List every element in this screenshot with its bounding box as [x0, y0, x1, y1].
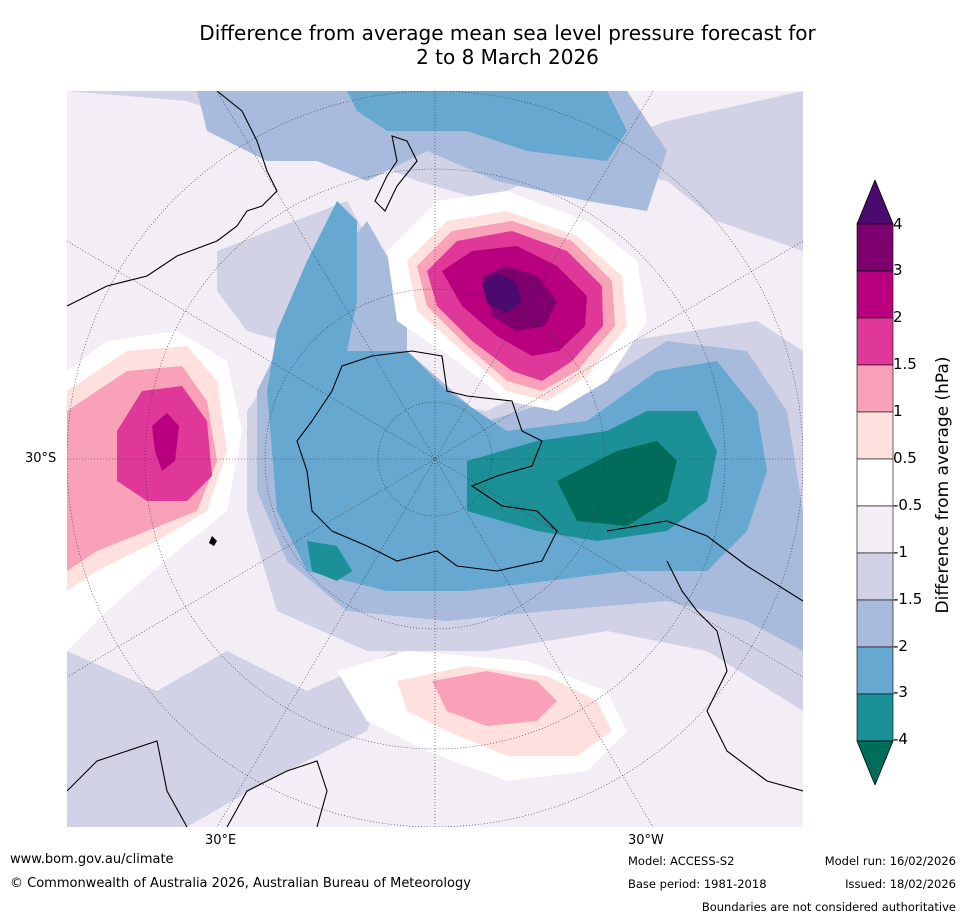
- colorbar-tick: 1.5: [893, 355, 917, 373]
- anomaly-map: [67, 91, 803, 827]
- colorbar-tick: 3: [893, 261, 903, 279]
- antarctica-coastline: [296, 350, 558, 572]
- colorbar-tick: -4: [893, 730, 908, 748]
- colorbar-band: [856, 411, 894, 460]
- colorbar-tick: -1: [893, 543, 908, 561]
- colorbar-arrow-bottom: [856, 740, 894, 785]
- colorbar-band: [856, 223, 894, 272]
- chart-title-line2: 2 to 8 March 2026: [416, 45, 599, 69]
- colorbar-tick: -0.5: [893, 496, 923, 514]
- colorbar-tick: -1.5: [893, 590, 923, 608]
- colorbar-band: [856, 458, 894, 507]
- colorbar-tick: -2: [893, 637, 908, 655]
- australia-coastline: [67, 91, 278, 307]
- disclaimer: Boundaries are not considered authoritat…: [701, 900, 956, 914]
- colorbar-title: Difference from average (hPa): [933, 356, 953, 614]
- colorbar-tick: 2: [893, 308, 903, 326]
- colorbar-band: [856, 364, 894, 413]
- colorbar-band: [856, 552, 894, 601]
- colorbar-band: [856, 599, 894, 648]
- copyright: © Commonwealth of Australia 2026, Austra…: [10, 876, 471, 891]
- colorbar: [856, 180, 894, 785]
- anomaly-neg1-north-west: [67, 91, 803, 251]
- anomaly-pos4plus-nz: [482, 273, 522, 313]
- colorbar-band: [856, 693, 894, 742]
- anomaly-pos3-indian: [152, 413, 179, 471]
- new-zealand-coastline: [374, 135, 418, 212]
- chart-title-line1: Difference from average mean sea level p…: [199, 21, 816, 45]
- colorbar-band: [856, 270, 894, 319]
- madagascar-coastline: [209, 536, 217, 546]
- longitude-label-30w: 30°W: [628, 833, 664, 848]
- base-period: Base period: 1981-2018: [628, 877, 767, 891]
- colorbar-band: [856, 646, 894, 695]
- colorbar-band: [856, 505, 894, 554]
- longitude-label-30e: 30°E: [205, 833, 237, 848]
- colorbar-tick: 1: [893, 402, 903, 420]
- south-america-coastline: [606, 520, 803, 792]
- model-name: Model: ACCESS-S2: [628, 854, 735, 868]
- issued-date: Issued: 18/02/2026: [845, 877, 956, 891]
- graticule: [67, 91, 803, 827]
- colorbar-band: [856, 317, 894, 366]
- anomaly-neg4-core: [557, 441, 677, 526]
- latitude-label-30s: 30°S: [25, 451, 57, 466]
- anomaly-neg2-north: [347, 91, 627, 161]
- colorbar-tick: -3: [893, 683, 908, 701]
- model-run-date: Model run: 16/02/2026: [824, 854, 956, 868]
- anomaly-neg1-south: [67, 651, 397, 827]
- anomaly-neg3-weddell: [307, 541, 352, 581]
- colorbar-tick: 0.5: [893, 449, 917, 467]
- anomaly-pos1.5-atlantic: [432, 671, 557, 726]
- website-link[interactable]: www.bom.gov.au/climate: [10, 852, 174, 867]
- africa-coastline: [67, 740, 328, 827]
- colorbar-arrow-top: [856, 180, 894, 225]
- colorbar-tick: 4: [893, 215, 903, 233]
